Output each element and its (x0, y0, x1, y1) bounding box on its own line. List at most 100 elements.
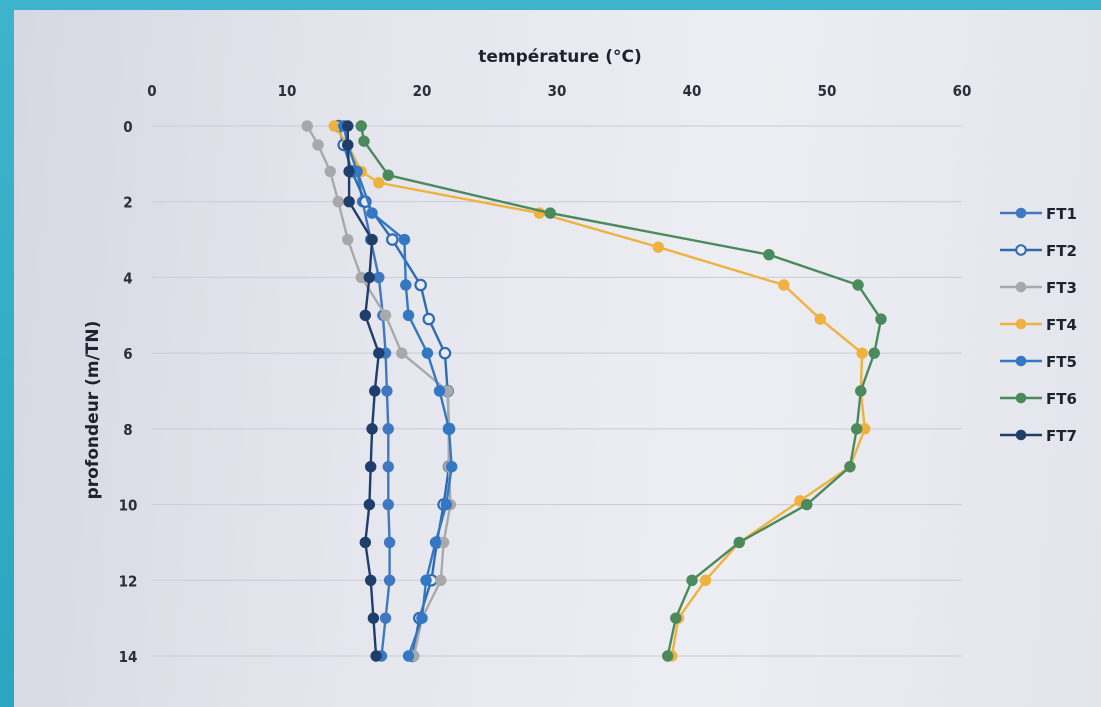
data-point (420, 574, 432, 586)
data-point (398, 233, 411, 246)
y-tick-label: 12 (119, 572, 138, 590)
x-axis-title: température (°C) (478, 47, 642, 67)
data-point (373, 271, 385, 284)
data-point (852, 279, 864, 291)
data-point (365, 574, 377, 586)
legend-label: FT5 (1046, 353, 1077, 371)
data-point (856, 347, 868, 359)
data-point (544, 207, 556, 219)
data-point (379, 309, 392, 321)
data-point (851, 423, 863, 435)
data-point (312, 139, 324, 151)
data-point (414, 278, 427, 292)
data-point (433, 385, 446, 397)
legend-item-ft3: FT3 (1000, 279, 1077, 297)
data-point (373, 347, 385, 359)
data-point (366, 423, 378, 435)
data-point (343, 165, 355, 178)
data-point (763, 249, 775, 261)
legend-item-ft7: FT7 (1000, 427, 1077, 445)
data-point (342, 120, 354, 132)
data-point (868, 347, 880, 359)
legend-label: FT1 (1046, 205, 1077, 223)
data-point (402, 650, 415, 662)
series-line (306, 125, 452, 657)
data-point (301, 120, 313, 132)
data-point (440, 498, 452, 511)
data-point (875, 313, 887, 325)
series-line (342, 125, 391, 657)
data-point (382, 498, 394, 511)
series-line (337, 125, 451, 657)
legend-item-ft1: FT1 (1000, 205, 1077, 223)
data-point (778, 279, 790, 291)
x-tick-label: 50 (818, 82, 837, 100)
data-point (814, 313, 826, 325)
data-point (438, 346, 452, 360)
data-point (421, 347, 434, 359)
data-point (359, 309, 371, 321)
y-axis-title: profondeur (m/TN) (83, 321, 103, 500)
data-point (652, 241, 664, 253)
data-point (422, 312, 436, 326)
legend-item-ft4: FT4 (1000, 316, 1077, 334)
x-tick-label: 0 (147, 82, 156, 100)
data-point (383, 574, 396, 586)
series-ft7 (342, 120, 385, 662)
legend-marker (1015, 355, 1027, 367)
data-point (343, 196, 355, 208)
data-point (385, 233, 399, 246)
x-tick-label: 30 (548, 82, 567, 100)
series-lines (301, 119, 887, 663)
series-ft6 (355, 120, 887, 662)
data-point (446, 461, 458, 473)
data-point (359, 536, 371, 549)
data-point (396, 347, 408, 359)
data-point (686, 574, 698, 586)
data-point (365, 461, 377, 473)
data-point (662, 650, 674, 662)
y-tick-label: 4 (123, 269, 132, 287)
legend-label: FT4 (1046, 316, 1077, 334)
series-line (333, 125, 866, 657)
series-line (346, 126, 380, 657)
data-point (342, 139, 354, 151)
data-point (355, 120, 367, 132)
data-point (332, 196, 344, 208)
y-tick-label: 6 (123, 345, 132, 363)
y-axis-ticks: 0 2 4 6 8 10 12 14 (119, 118, 138, 666)
data-point (369, 385, 381, 397)
data-point (733, 536, 745, 549)
legend-marker (1015, 392, 1027, 404)
legend-label: FT7 (1046, 427, 1077, 445)
legend-label: FT3 (1046, 279, 1077, 297)
x-tick-label: 20 (413, 82, 432, 100)
series-line (342, 125, 453, 657)
data-point (363, 498, 376, 511)
data-point (416, 612, 428, 624)
data-point (328, 120, 340, 132)
x-tick-label: 40 (683, 82, 702, 100)
data-point (366, 233, 378, 246)
gridlines (152, 125, 962, 657)
legend-marker (1015, 207, 1027, 219)
data-point (801, 498, 813, 511)
legend-item-ft5: FT5 (1000, 353, 1077, 371)
data-point (855, 385, 867, 397)
data-point (366, 207, 378, 219)
data-point (435, 574, 447, 586)
data-point (429, 536, 442, 549)
data-point (844, 461, 856, 473)
data-point (367, 612, 380, 624)
y-tick-label: 2 (123, 194, 132, 212)
legend: FT1 FT2 FT3 FT4 FT5 FT6 FT7 (1000, 205, 1077, 445)
legend-label: FT2 (1046, 242, 1077, 260)
data-point (382, 461, 394, 473)
data-point (382, 169, 394, 181)
data-point (400, 279, 412, 291)
data-point (324, 165, 336, 178)
legend-marker (1015, 281, 1027, 293)
data-point (373, 177, 385, 189)
legend-marker (1015, 429, 1027, 441)
legend-item-ft6: FT6 (1000, 390, 1077, 408)
